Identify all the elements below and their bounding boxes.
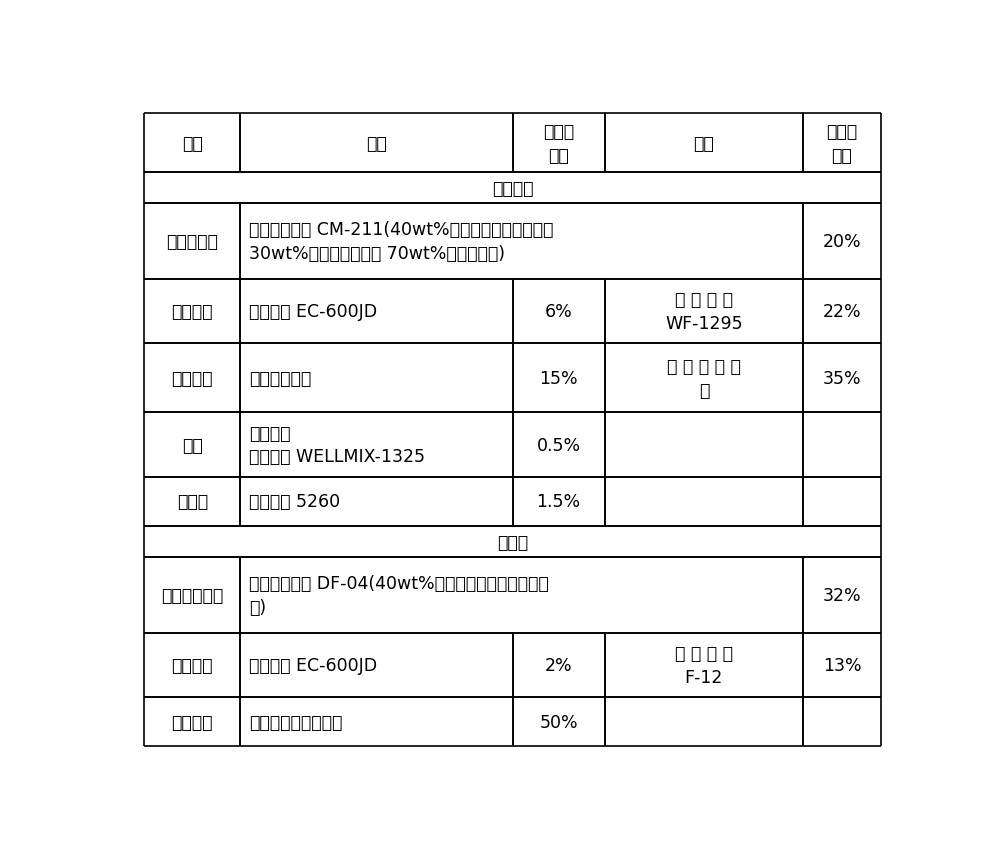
Text: 佳合助剂
有限公司 WELLMIX-1325: 佳合助剂 有限公司 WELLMIX-1325 bbox=[249, 424, 425, 466]
Text: 导电炭黑 EC-600JD: 导电炭黑 EC-600JD bbox=[249, 656, 378, 674]
Text: 导 电 石 墨
F-12: 导 电 石 墨 F-12 bbox=[675, 644, 733, 686]
Text: 氨基树脂 5260: 氨基树脂 5260 bbox=[249, 492, 341, 511]
Text: 导 电 石 墨
WF-1295: 导 电 石 墨 WF-1295 bbox=[665, 291, 743, 332]
Text: 22%: 22% bbox=[823, 302, 861, 320]
Text: 固化剂: 固化剂 bbox=[177, 492, 208, 511]
Text: 13%: 13% bbox=[823, 656, 861, 674]
Text: 聚丙烯酸树脂: 聚丙烯酸树脂 bbox=[161, 586, 223, 604]
Text: 原料: 原料 bbox=[366, 135, 387, 153]
Text: 导电碳浆: 导电碳浆 bbox=[492, 180, 533, 198]
Text: 导电炭黑 EC-600JD: 导电炭黑 EC-600JD bbox=[249, 302, 378, 320]
Text: 质量百
分比: 质量百 分比 bbox=[826, 123, 858, 164]
Text: 6%: 6% bbox=[545, 302, 572, 320]
Text: 助剂: 助剂 bbox=[182, 436, 203, 454]
Text: 丙 二 酸 二 甲
酯: 丙 二 酸 二 甲 酯 bbox=[667, 358, 741, 399]
Text: 己二酸二甲酯: 己二酸二甲酯 bbox=[249, 370, 312, 388]
Text: 聚丙烯酸树脂 CM-211(40wt%，溶剂为己二酸二甲酯
30wt%和丙二酸二甲酯 70wt%的混合溶剂): 聚丙烯酸树脂 CM-211(40wt%，溶剂为己二酸二甲酯 30wt%和丙二酸二… bbox=[249, 221, 554, 262]
Text: 0.5%: 0.5% bbox=[536, 436, 581, 454]
Text: 35%: 35% bbox=[823, 370, 861, 388]
Text: 原料: 原料 bbox=[694, 135, 714, 153]
Text: 二乙二醇丁醚醋酸酯: 二乙二醇丁醚醋酸酯 bbox=[249, 713, 343, 731]
Text: 质量百
分比: 质量百 分比 bbox=[543, 123, 574, 164]
Text: 20%: 20% bbox=[823, 233, 861, 250]
Text: 组分: 组分 bbox=[182, 135, 203, 153]
Text: 导电碳粉: 导电碳粉 bbox=[171, 656, 213, 674]
Text: 有机溶剂: 有机溶剂 bbox=[171, 713, 213, 731]
Text: 压敏胶: 压敏胶 bbox=[497, 532, 528, 551]
Text: 有机溶剂: 有机溶剂 bbox=[171, 370, 213, 388]
Text: 高聚物树脂: 高聚物树脂 bbox=[166, 233, 218, 250]
Text: 15%: 15% bbox=[539, 370, 578, 388]
Text: 1.5%: 1.5% bbox=[536, 492, 581, 511]
Text: 导电碳粉: 导电碳粉 bbox=[171, 302, 213, 320]
Text: 50%: 50% bbox=[539, 713, 578, 731]
Text: 2%: 2% bbox=[545, 656, 572, 674]
Text: 聚丙烯酸树脂 DF-04(40wt%，溶剂二乙二醇丁醚醋酸
酯): 聚丙烯酸树脂 DF-04(40wt%，溶剂二乙二醇丁醚醋酸 酯) bbox=[249, 574, 549, 616]
Text: 32%: 32% bbox=[823, 586, 861, 604]
